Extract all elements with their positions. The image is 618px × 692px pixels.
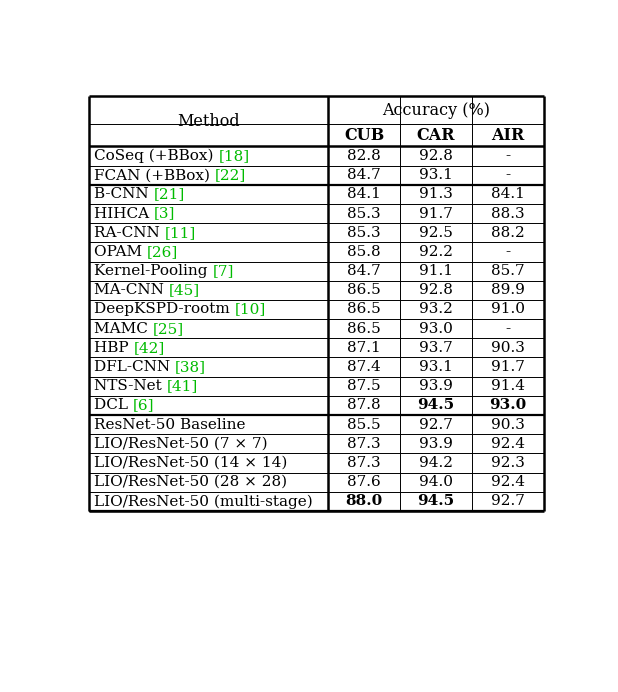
- Text: 85.7: 85.7: [491, 264, 525, 278]
- Text: MA-CNN: MA-CNN: [94, 283, 169, 298]
- Text: 86.5: 86.5: [347, 322, 381, 336]
- Text: CoSeq (+BBox): CoSeq (+BBox): [94, 149, 218, 163]
- Text: HBP: HBP: [94, 341, 133, 355]
- Text: 87.3: 87.3: [347, 456, 381, 470]
- Text: LIO/ResNet-50 (14 × 14): LIO/ResNet-50 (14 × 14): [94, 456, 287, 470]
- Text: 87.6: 87.6: [347, 475, 381, 489]
- Text: 92.8: 92.8: [419, 283, 453, 298]
- Text: DCL: DCL: [94, 399, 133, 412]
- Text: [25]: [25]: [153, 322, 184, 336]
- Text: AIR: AIR: [491, 127, 525, 144]
- Text: 93.1: 93.1: [419, 360, 453, 374]
- Text: [7]: [7]: [213, 264, 234, 278]
- Text: 87.1: 87.1: [347, 341, 381, 355]
- Text: OPAM: OPAM: [94, 245, 147, 259]
- Text: [18]: [18]: [218, 149, 250, 163]
- Text: LIO/ResNet-50 (multi-stage): LIO/ResNet-50 (multi-stage): [94, 494, 313, 509]
- Text: ResNet-50 Baseline: ResNet-50 Baseline: [94, 417, 245, 432]
- Text: [10]: [10]: [235, 302, 266, 316]
- Text: 88.2: 88.2: [491, 226, 525, 239]
- Text: MAMC: MAMC: [94, 322, 153, 336]
- Text: B-CNN: B-CNN: [94, 188, 153, 201]
- Text: 92.7: 92.7: [419, 417, 453, 432]
- Text: [3]: [3]: [154, 207, 176, 221]
- Text: LIO/ResNet-50 (7 × 7): LIO/ResNet-50 (7 × 7): [94, 437, 268, 450]
- Text: 87.3: 87.3: [347, 437, 381, 450]
- Text: Kernel-Pooling: Kernel-Pooling: [94, 264, 213, 278]
- Text: 85.5: 85.5: [347, 417, 381, 432]
- Text: 94.2: 94.2: [419, 456, 453, 470]
- Text: 91.4: 91.4: [491, 379, 525, 393]
- Text: [45]: [45]: [169, 283, 200, 298]
- Text: 93.2: 93.2: [419, 302, 453, 316]
- Text: 92.4: 92.4: [491, 437, 525, 450]
- Text: DFL-CNN: DFL-CNN: [94, 360, 175, 374]
- Text: 91.7: 91.7: [419, 207, 453, 221]
- Text: 84.7: 84.7: [347, 168, 381, 182]
- Text: FCAN (+BBox): FCAN (+BBox): [94, 168, 215, 182]
- Text: 93.0: 93.0: [419, 322, 453, 336]
- Text: [21]: [21]: [153, 188, 185, 201]
- Text: 87.4: 87.4: [347, 360, 381, 374]
- Text: 88.3: 88.3: [491, 207, 525, 221]
- Text: 91.7: 91.7: [491, 360, 525, 374]
- Text: 90.3: 90.3: [491, 417, 525, 432]
- Text: 92.7: 92.7: [491, 494, 525, 509]
- Text: 86.5: 86.5: [347, 283, 381, 298]
- Text: 90.3: 90.3: [491, 341, 525, 355]
- Text: [6]: [6]: [133, 399, 154, 412]
- Text: 84.1: 84.1: [347, 188, 381, 201]
- Text: -: -: [506, 245, 510, 259]
- Text: RA-CNN: RA-CNN: [94, 226, 164, 239]
- Text: -: -: [506, 149, 510, 163]
- Text: CUB: CUB: [344, 127, 384, 144]
- Text: Accuracy (%): Accuracy (%): [382, 102, 490, 119]
- Text: [11]: [11]: [164, 226, 196, 239]
- Text: 92.3: 92.3: [491, 456, 525, 470]
- Text: 85.3: 85.3: [347, 207, 381, 221]
- Text: 93.9: 93.9: [419, 379, 453, 393]
- Text: [42]: [42]: [133, 341, 165, 355]
- Text: 92.8: 92.8: [419, 149, 453, 163]
- Text: HIHCA: HIHCA: [94, 207, 154, 221]
- Text: 92.4: 92.4: [491, 475, 525, 489]
- Text: 84.7: 84.7: [347, 264, 381, 278]
- Text: 91.1: 91.1: [419, 264, 453, 278]
- Text: 93.7: 93.7: [419, 341, 453, 355]
- Text: Method: Method: [177, 113, 240, 130]
- Text: 92.2: 92.2: [419, 245, 453, 259]
- Text: [38]: [38]: [175, 360, 206, 374]
- Text: 87.8: 87.8: [347, 399, 381, 412]
- Text: 91.3: 91.3: [419, 188, 453, 201]
- Text: 85.3: 85.3: [347, 226, 381, 239]
- Text: -: -: [506, 168, 510, 182]
- Text: LIO/ResNet-50 (28 × 28): LIO/ResNet-50 (28 × 28): [94, 475, 287, 489]
- Text: 89.9: 89.9: [491, 283, 525, 298]
- Text: 93.9: 93.9: [419, 437, 453, 450]
- Text: 92.5: 92.5: [419, 226, 453, 239]
- Text: 93.0: 93.0: [489, 399, 527, 412]
- Text: DeepKSPD-rootm: DeepKSPD-rootm: [94, 302, 235, 316]
- Text: 87.5: 87.5: [347, 379, 381, 393]
- Text: NTS-Net: NTS-Net: [94, 379, 167, 393]
- Text: 93.1: 93.1: [419, 168, 453, 182]
- Text: 86.5: 86.5: [347, 302, 381, 316]
- Text: [26]: [26]: [147, 245, 178, 259]
- Text: 94.0: 94.0: [419, 475, 453, 489]
- Text: 94.5: 94.5: [417, 399, 454, 412]
- Text: 84.1: 84.1: [491, 188, 525, 201]
- Text: 85.8: 85.8: [347, 245, 381, 259]
- Text: [41]: [41]: [167, 379, 198, 393]
- Text: -: -: [506, 322, 510, 336]
- Text: [22]: [22]: [215, 168, 246, 182]
- Text: 91.0: 91.0: [491, 302, 525, 316]
- Text: 82.8: 82.8: [347, 149, 381, 163]
- Text: 88.0: 88.0: [345, 494, 383, 509]
- Text: CAR: CAR: [417, 127, 455, 144]
- Text: 94.5: 94.5: [417, 494, 454, 509]
